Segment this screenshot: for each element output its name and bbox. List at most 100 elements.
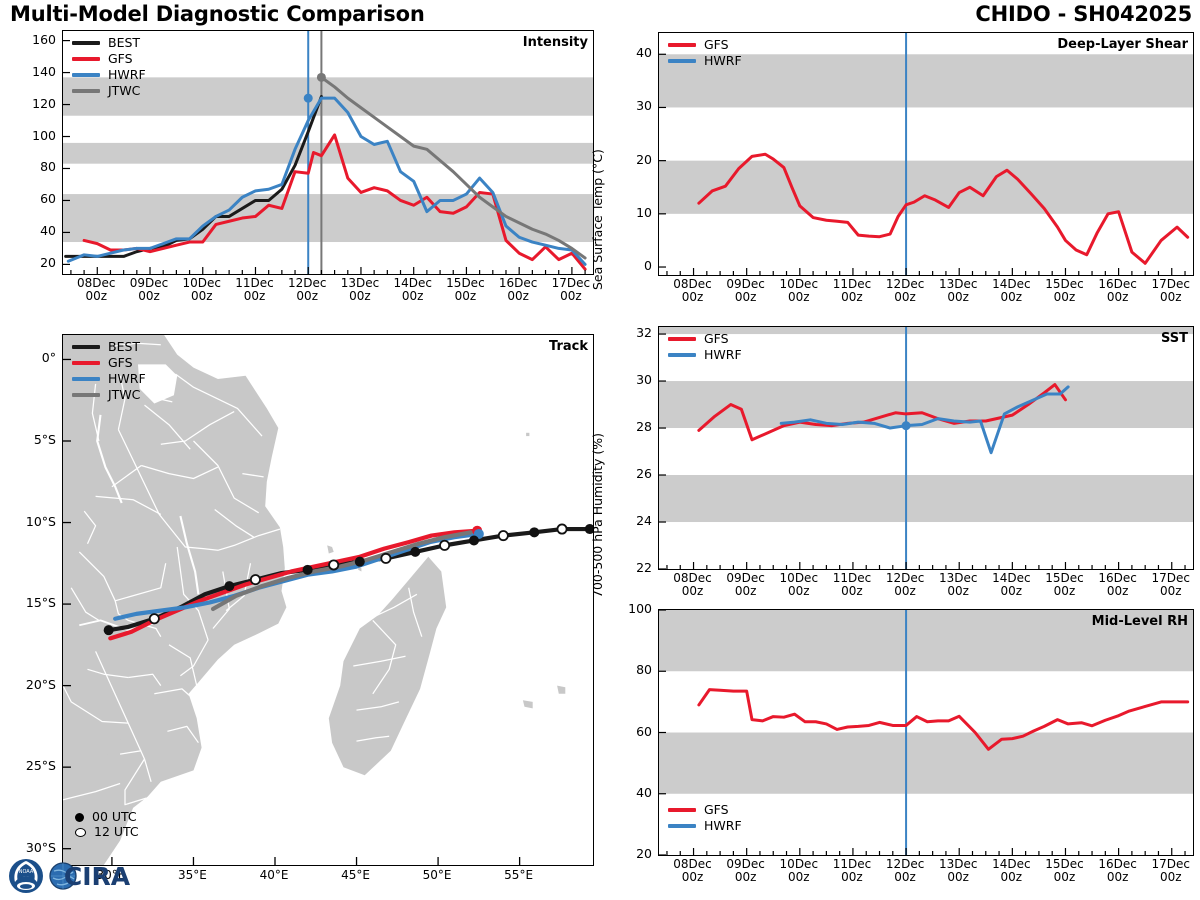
- latitude-tick-label: 0°: [41, 350, 56, 366]
- open-circle-icon: [75, 827, 86, 837]
- init-point-marker: [316, 72, 326, 82]
- legend-label: BEST: [108, 34, 141, 50]
- series-line-gfs: [82, 133, 587, 271]
- x-tick-label: 09Dec 00z: [129, 276, 169, 304]
- longitude-tick-label: 30°E: [96, 868, 126, 882]
- y-tick-label: 40: [636, 784, 652, 800]
- administrative-border: [353, 655, 406, 667]
- shaded-band: [659, 732, 1193, 794]
- x-tick-label: 17Dec 00z: [1151, 857, 1190, 885]
- y-tick-label: 60: [636, 723, 652, 739]
- legend-label: GFS: [704, 36, 729, 52]
- x-tick-label: 15Dec 00z: [1045, 857, 1084, 885]
- x-tick-label: 17Dec 00z: [551, 276, 591, 304]
- shaded-band: [659, 610, 1193, 672]
- x-tick-label: 10Dec 00z: [779, 857, 819, 885]
- y-tick-label: 22: [636, 560, 652, 575]
- administrative-border: [167, 725, 199, 744]
- latitude-tick-label: 10°S: [25, 513, 56, 529]
- y-tick-label: 120: [32, 95, 56, 111]
- legend-item: GFS: [72, 52, 146, 66]
- lake-victoria: [138, 364, 178, 404]
- init-point-marker: [303, 93, 313, 103]
- x-tick-label: 12Dec 00z: [885, 571, 925, 599]
- x-tick-label: 15Dec 00z: [1045, 277, 1084, 305]
- legend-label: BEST: [108, 338, 141, 354]
- track-plot-area: [62, 334, 594, 866]
- track-marker-12utc: [380, 552, 392, 564]
- track-marker-12utc: [148, 613, 160, 625]
- administrative-border: [225, 563, 252, 612]
- shear-plot-area: [658, 32, 1194, 276]
- administrative-border: [70, 587, 100, 621]
- rh-chart-svg: [659, 610, 1193, 855]
- administrative-border: [168, 644, 198, 686]
- legend-item: HWRF: [668, 54, 742, 68]
- track-marker-legend: 00 UTC 12 UTC: [72, 810, 139, 840]
- x-tick-label: 13Dec 00z: [938, 571, 978, 599]
- intensity-chart-svg: [63, 31, 593, 274]
- legend-label: GFS: [108, 50, 133, 66]
- intensity-panel-title: Intensity: [522, 35, 588, 50]
- x-tick-label: 08Dec 00z: [673, 277, 712, 305]
- legend-swatch-gfs: [668, 808, 696, 812]
- y-tick-label: 20: [636, 846, 652, 861]
- x-tick-label: 11Dec 00z: [235, 276, 274, 304]
- x-tick-label: 09Dec 00z: [726, 571, 765, 599]
- legend-swatch-hwrf: [72, 377, 100, 381]
- x-tick-label: 14Dec 00z: [992, 857, 1031, 885]
- x-tick-label: 14Dec 00z: [992, 571, 1031, 599]
- administrative-border: [111, 464, 142, 488]
- track-marker-00utc: [468, 535, 479, 546]
- legend-item: GFS: [72, 356, 146, 370]
- track-marker-12utc: [497, 530, 509, 542]
- marker-legend-label: 00 UTC: [92, 808, 137, 824]
- latitude-tick-label: 15°S: [25, 595, 56, 611]
- x-tick-label: 14Dec 00z: [393, 276, 432, 304]
- legend-label: HWRF: [704, 346, 742, 362]
- administrative-border: [143, 383, 173, 403]
- administrative-border: [154, 688, 198, 703]
- administrative-border: [120, 750, 142, 755]
- administrative-border: [95, 651, 152, 782]
- track-marker-00utc: [584, 524, 593, 535]
- y-tick-label: 100: [628, 601, 652, 616]
- administrative-border: [348, 593, 418, 626]
- administrative-border: [124, 758, 147, 806]
- y-tick-label: 32: [636, 325, 652, 341]
- legend-label: GFS: [704, 330, 729, 346]
- series-line-gfs: [697, 383, 1067, 442]
- legend-swatch-gfs: [72, 57, 100, 61]
- y-tick-label: 20: [40, 255, 56, 271]
- administrative-border: [117, 375, 126, 430]
- x-tick-label: 13Dec 00z: [938, 277, 978, 305]
- administrative-border: [242, 472, 264, 478]
- rh-y-axis-label: 700-500 hPa Humidity (%): [590, 432, 605, 598]
- panel-intensity: 10m Max Wind Speed (kt) 20 40 60 80 100 120 14…: [0, 0, 600, 320]
- legend-swatch-hwrf: [668, 59, 696, 63]
- x-tick-label: 08Dec 00z: [673, 571, 712, 599]
- x-tick-label: 13Dec 00z: [340, 276, 380, 304]
- administrative-border: [141, 464, 219, 480]
- administrative-border: [111, 342, 161, 348]
- rh-plot-area: [658, 609, 1194, 856]
- marker-legend-item: 00 UTC: [72, 810, 139, 824]
- y-tick-label: 30: [636, 98, 652, 114]
- shaded-band: [659, 160, 1193, 214]
- panel-sst: Sea Surface Temp (°C) 22 24 26 28 30 32 SST G…: [590, 149, 1200, 598]
- legend-item: HWRF: [668, 819, 742, 833]
- administrative-border: [87, 668, 129, 679]
- x-tick-label: 12Dec 00z: [885, 277, 925, 305]
- rh-legend: GFS HWRF: [668, 803, 742, 835]
- shaded-band: [659, 381, 1193, 429]
- series-line-gfs: [697, 152, 1190, 265]
- x-tick-label: 09Dec 00z: [726, 277, 765, 305]
- shaded-band: [659, 54, 1193, 108]
- legend-item: BEST: [72, 340, 146, 354]
- x-tick-label: 16Dec 00z: [1098, 571, 1137, 599]
- track-panel-title: Track: [549, 339, 588, 354]
- legend-item: BEST: [72, 36, 146, 50]
- legend-swatch-best: [72, 41, 100, 45]
